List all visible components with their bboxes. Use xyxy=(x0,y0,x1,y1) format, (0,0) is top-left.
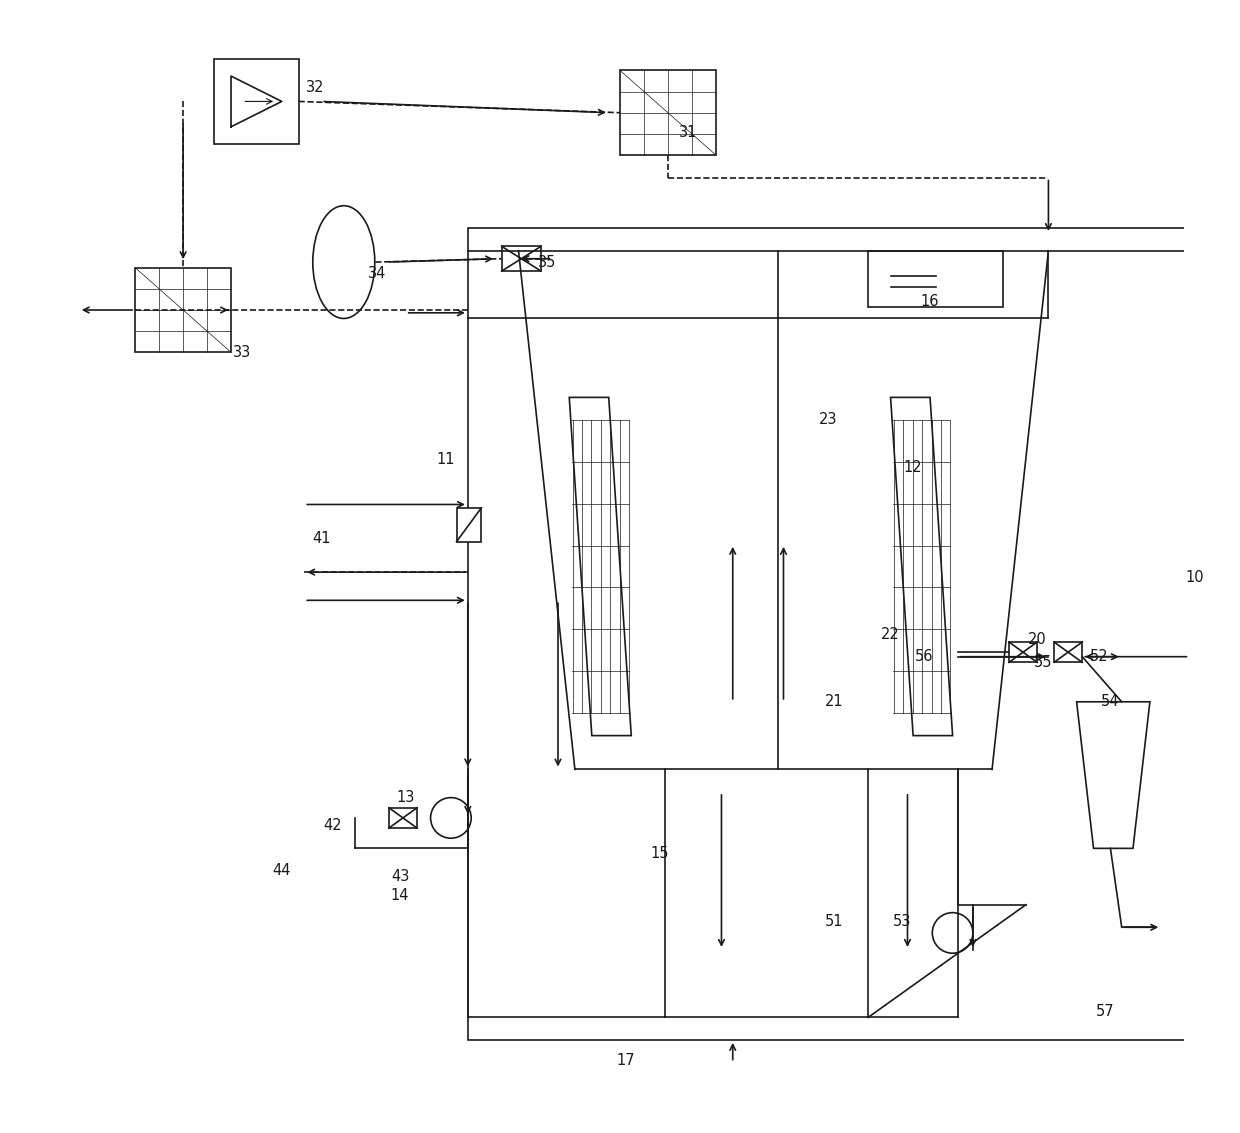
Text: 57: 57 xyxy=(1095,1004,1114,1020)
Text: 17: 17 xyxy=(616,1053,635,1067)
Text: 22: 22 xyxy=(882,627,900,641)
Text: 35: 35 xyxy=(537,255,556,270)
Text: 34: 34 xyxy=(368,266,387,281)
Bar xyxy=(389,808,417,828)
Text: 43: 43 xyxy=(391,869,409,884)
Text: 54: 54 xyxy=(1101,695,1120,709)
Text: 33: 33 xyxy=(233,344,252,360)
Text: 11: 11 xyxy=(436,452,455,467)
Text: 13: 13 xyxy=(397,790,415,806)
Text: 23: 23 xyxy=(820,412,838,427)
Bar xyxy=(868,250,1003,307)
Text: 14: 14 xyxy=(391,888,409,903)
Text: 21: 21 xyxy=(825,695,843,709)
Text: 51: 51 xyxy=(825,914,843,929)
Text: 53: 53 xyxy=(893,914,911,929)
Bar xyxy=(456,508,481,542)
Bar xyxy=(620,70,715,155)
Text: 42: 42 xyxy=(324,818,342,833)
Bar xyxy=(1054,642,1083,663)
Text: 10: 10 xyxy=(1185,570,1204,586)
Text: 41: 41 xyxy=(312,531,331,546)
Text: 52: 52 xyxy=(1090,649,1109,664)
Text: 55: 55 xyxy=(1034,655,1052,670)
Text: 32: 32 xyxy=(306,79,325,95)
Bar xyxy=(467,228,1189,1040)
Text: 12: 12 xyxy=(904,460,923,475)
Polygon shape xyxy=(890,398,952,735)
Text: 56: 56 xyxy=(915,649,934,664)
Bar xyxy=(135,267,231,352)
Text: 20: 20 xyxy=(1028,632,1047,647)
Bar xyxy=(215,59,299,144)
Bar xyxy=(502,246,541,271)
Text: 44: 44 xyxy=(273,863,291,878)
Bar xyxy=(1009,642,1037,663)
Polygon shape xyxy=(569,398,631,735)
Text: 16: 16 xyxy=(921,295,939,309)
Text: 15: 15 xyxy=(650,846,668,861)
Text: 31: 31 xyxy=(678,125,697,140)
